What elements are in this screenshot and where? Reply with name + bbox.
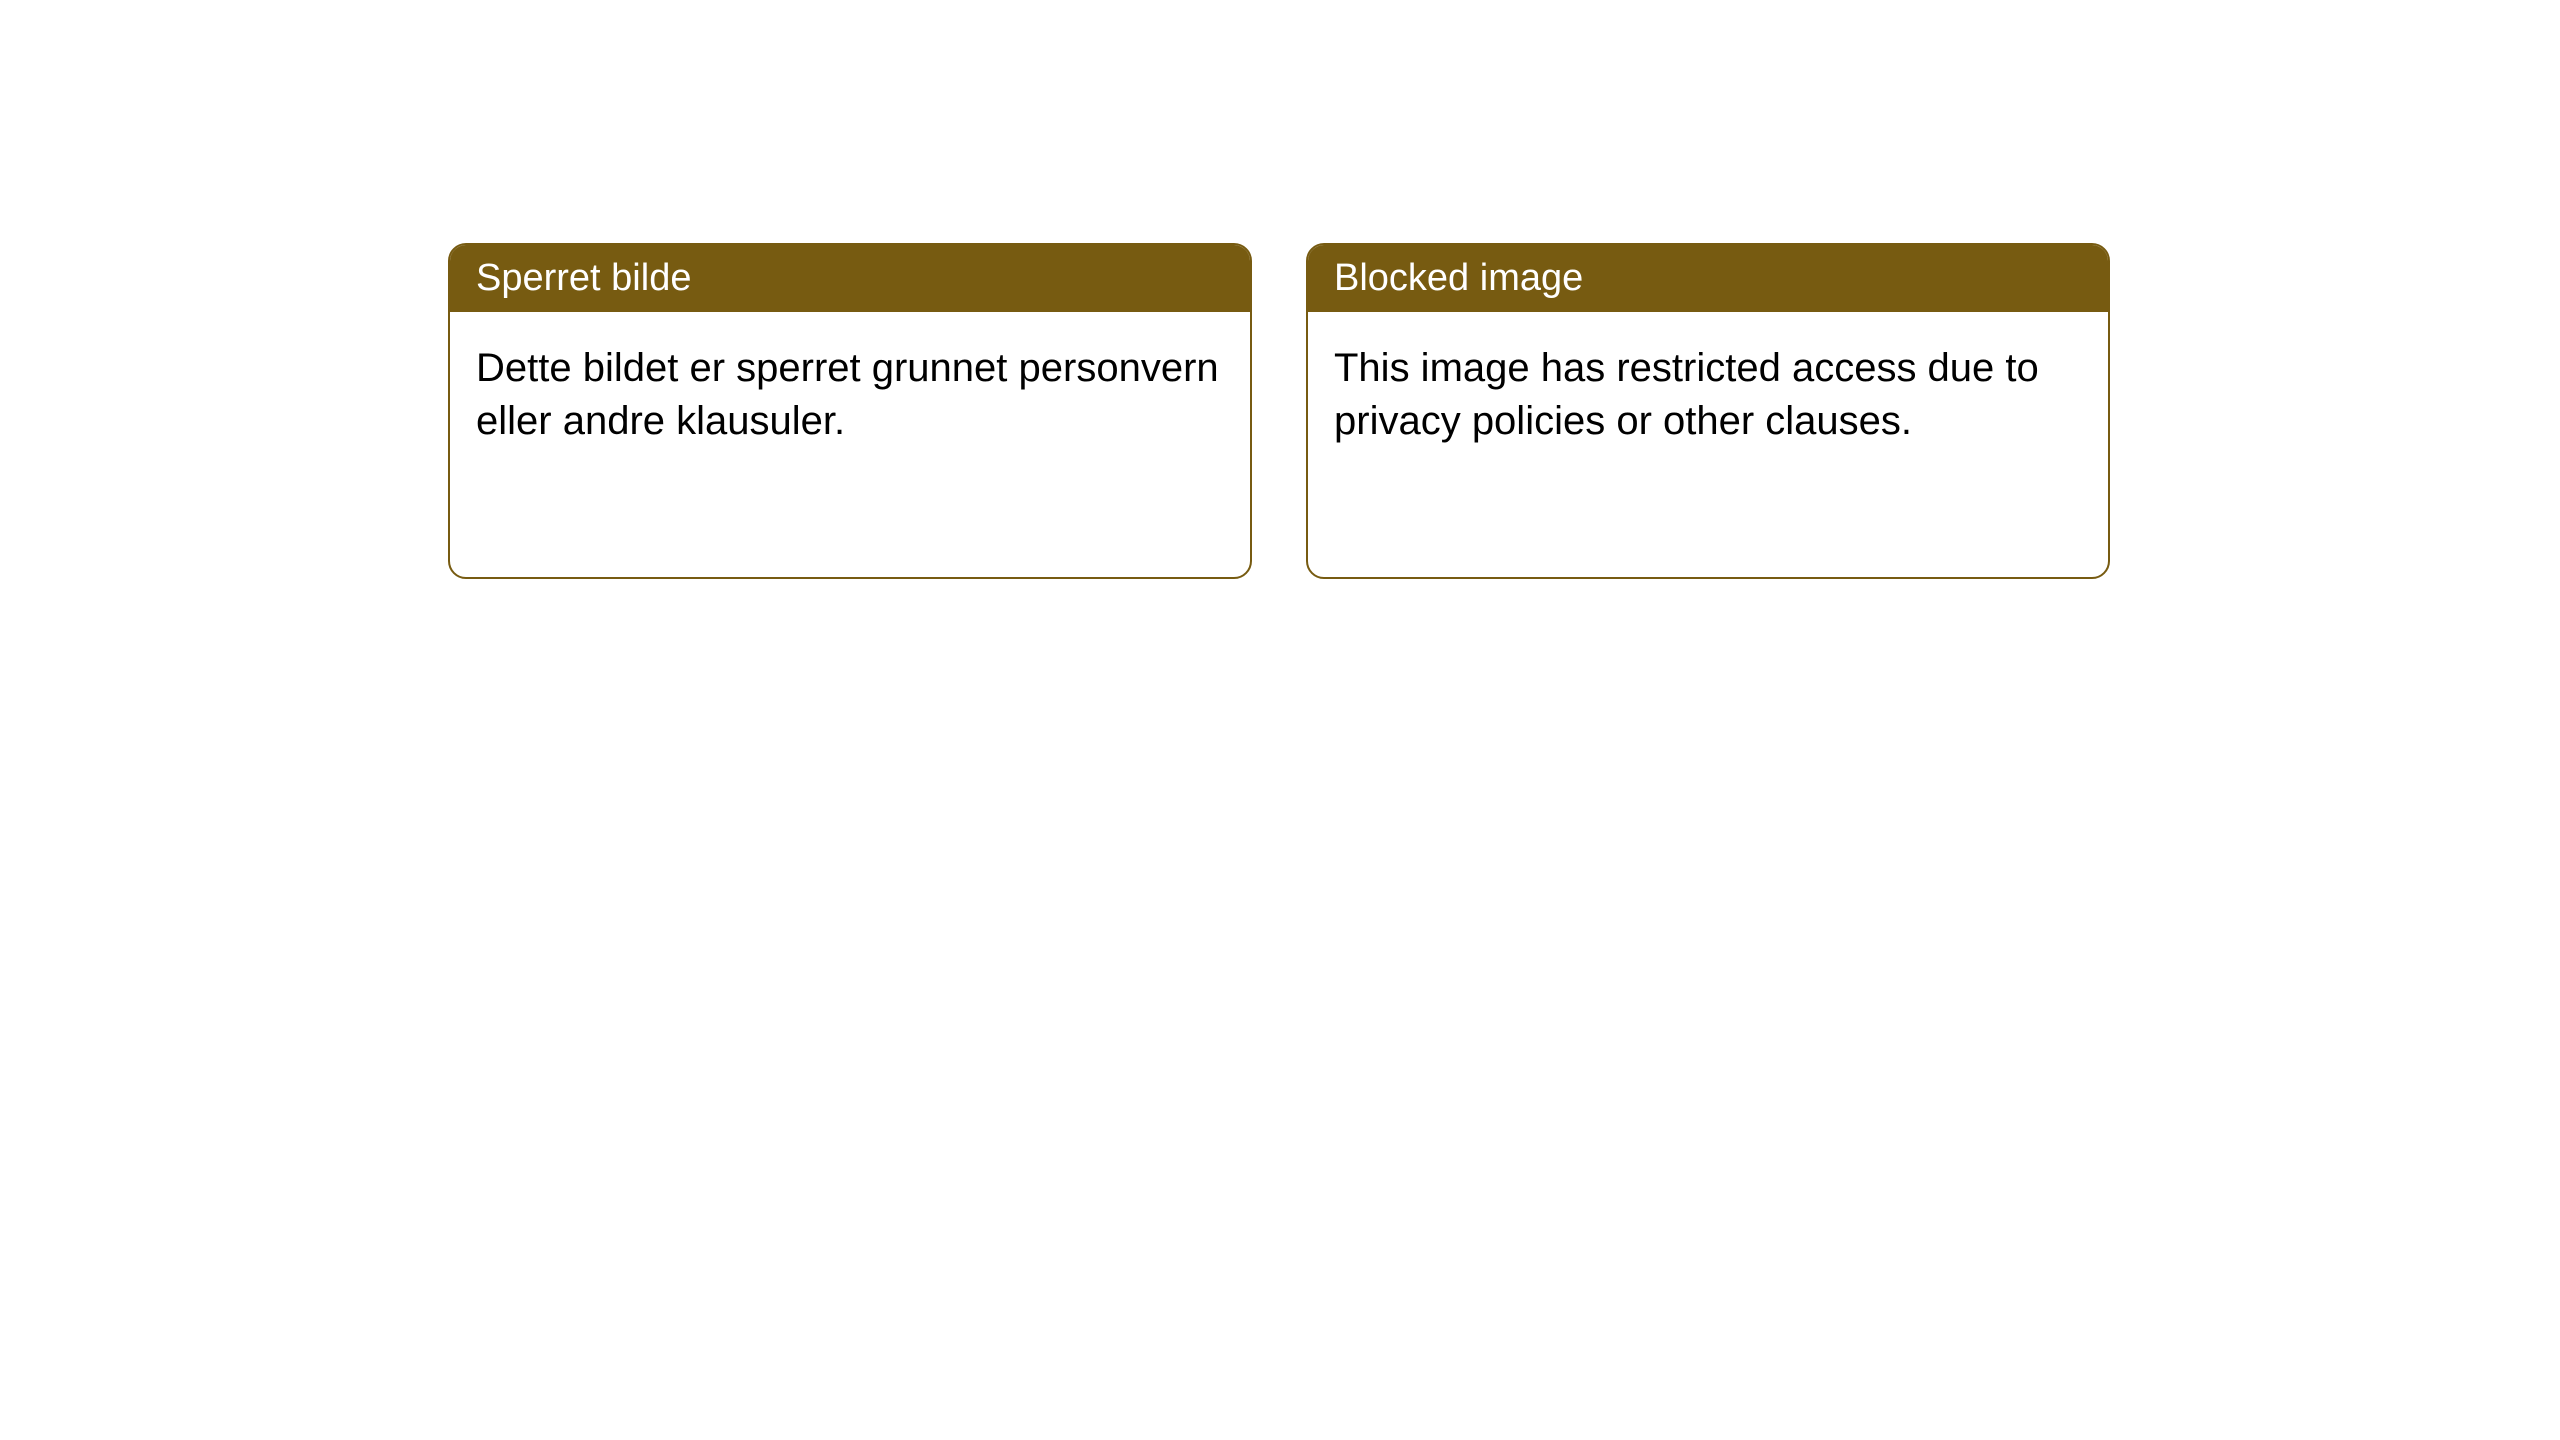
card-title-no: Sperret bilde (476, 257, 691, 299)
notice-cards-container: Sperret bilde Dette bildet er sperret gr… (0, 0, 2560, 579)
card-header-no: Sperret bilde (450, 245, 1250, 312)
card-header-en: Blocked image (1308, 245, 2108, 312)
card-body-no: Dette bildet er sperret grunnet personve… (450, 312, 1250, 478)
card-title-en: Blocked image (1334, 257, 1583, 299)
blocked-image-card-en: Blocked image This image has restricted … (1306, 243, 2110, 579)
blocked-image-card-no: Sperret bilde Dette bildet er sperret gr… (448, 243, 1252, 579)
card-message-en: This image has restricted access due to … (1334, 346, 2039, 443)
card-message-no: Dette bildet er sperret grunnet personve… (476, 346, 1219, 443)
card-body-en: This image has restricted access due to … (1308, 312, 2108, 478)
